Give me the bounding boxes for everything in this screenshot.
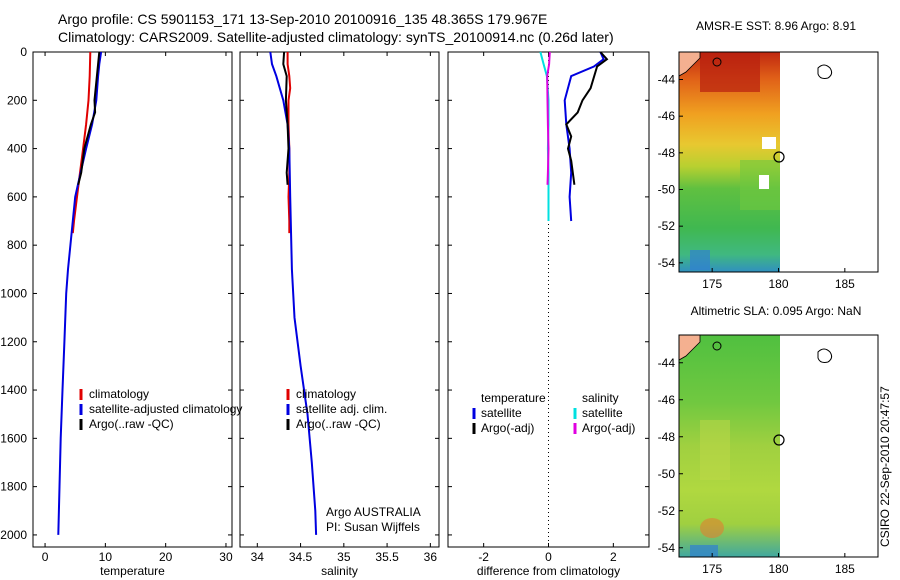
island-outline-sla — [712, 341, 722, 351]
sst_map-ytick-label: -50 — [658, 183, 676, 197]
sst_map-xtick-label: 185 — [835, 277, 855, 291]
sla_map-xtick-label: 175 — [702, 562, 722, 576]
sst-blue-patch — [690, 250, 710, 270]
depth-tick-label: 600 — [7, 190, 27, 204]
temperature-xtick-label: 30 — [219, 550, 233, 564]
temperature-xtick-label: 10 — [99, 550, 113, 564]
depth-tick-label: 1000 — [0, 286, 27, 300]
difference-xlabel: difference from climatology — [477, 564, 620, 578]
depth-tick-label: 2000 — [0, 528, 27, 542]
depth-tick-label: 1800 — [0, 480, 27, 494]
difference-legend-left-label: satellite — [481, 406, 522, 420]
header-line-1: Argo profile: CS 5901153_171 13-Sep-2010… — [58, 11, 547, 27]
sst_map-ytick-label: -44 — [658, 73, 676, 87]
difference-legend-left-label: temperature — [481, 391, 546, 405]
salinity-xtick-label: 35 — [337, 550, 351, 564]
sla_map-xtick-label: 180 — [768, 562, 788, 576]
depth-tick-label: 1200 — [0, 335, 27, 349]
depth-tick-label: 200 — [7, 93, 27, 107]
difference-legend-right-label: Argo(-adj) — [582, 421, 635, 435]
sst_map-xtick-label: 175 — [702, 277, 722, 291]
temperature-xtick-label: 0 — [42, 550, 49, 564]
float-position-marker — [773, 151, 785, 163]
island-outline — [712, 57, 722, 67]
difference-legend-right-label: salinity — [582, 391, 619, 405]
side-credit-label: CSIRO 22-Sep-2010 20:47:57 — [878, 386, 892, 547]
sla-high-patch — [700, 420, 730, 480]
difference-xtick-label: 0 — [545, 550, 552, 564]
salinity-legend-label: Argo(..raw -QC) — [296, 417, 381, 431]
sla-map-panel: Altimetric SLA: 0.095 Argo: NaN 175 180 18… — [658, 304, 879, 576]
salinity-legend-label: climatology — [296, 387, 356, 401]
difference-legend-left-label: Argo(-adj) — [481, 421, 534, 435]
temperature-legend-label: Argo(..raw -QC) — [89, 417, 174, 431]
sst-missing-data-1 — [762, 137, 776, 149]
difference-xtick-label: -2 — [478, 550, 489, 564]
salinity-xtick-label: 34.5 — [289, 550, 313, 564]
depth-tick-label: 800 — [7, 238, 27, 252]
float-position-marker-sla — [773, 434, 785, 446]
depth-tick-label: 400 — [7, 142, 27, 156]
temperature-legend-label: climatology — [89, 387, 149, 401]
salinity-xlabel: salinity — [321, 564, 358, 578]
chatham-island-outline-sla — [817, 348, 833, 363]
argo-program-annotation: Argo AUSTRALIA — [326, 505, 421, 519]
salinity-legend-label: satellite adj. clim. — [296, 402, 387, 416]
sla-hot-spot — [700, 518, 724, 538]
depth-tick-label: 1400 — [0, 383, 27, 397]
header-line-2: Climatology: CARS2009. Satellite-adjuste… — [58, 29, 614, 45]
argo-program-annotation: PI: Susan Wijffels — [326, 520, 420, 534]
difference-series-temperature-argo-adj- — [565, 51, 609, 185]
temperature-series-argo-raw-qc- — [77, 51, 101, 186]
temperature-series-satellite-adjusted-climatology — [57, 51, 103, 535]
depth-tick-label: 1600 — [0, 431, 27, 445]
difference-series-salinity-argo-adj- — [546, 51, 551, 185]
sla_map-ytick-label: -52 — [658, 504, 676, 518]
sla_map-ytick-label: -54 — [658, 541, 676, 555]
sla_map-ytick-label: -48 — [658, 430, 676, 444]
sst_map-ytick-label: -46 — [658, 109, 676, 123]
sst_map-ytick-label: -52 — [658, 219, 676, 233]
sst-map-title: AMSR-E SST: 8.96 Argo: 8.91 — [696, 19, 856, 33]
chatham-island-outline — [817, 64, 833, 79]
sla-blue-patch — [690, 545, 718, 557]
sst_map-xtick-label: 180 — [768, 277, 788, 291]
salinity-xtick-label: 35.5 — [375, 550, 399, 564]
sla_map-ytick-label: -50 — [658, 467, 676, 481]
difference-xtick-label: 2 — [610, 550, 617, 564]
sla-map-title: Altimetric SLA: 0.095 Argo: NaN — [691, 304, 862, 318]
sst-warm-patch — [700, 52, 760, 92]
salinity-series-satellite-adj-clim- — [269, 51, 318, 535]
sst-missing-data-2 — [759, 175, 769, 189]
difference-series-temperature-satellite — [563, 51, 605, 222]
sst_map-ytick-label: -48 — [658, 146, 676, 160]
salinity-series-argo-raw-qc- — [282, 51, 290, 185]
difference-legend-right-label: satellite — [582, 406, 623, 420]
sst-map-panel: AMSR-E SST: 8.96 Argo: 8.91 175 180 185 -44… — [658, 19, 879, 291]
temperature-xlabel: temperature — [100, 564, 165, 578]
temperature-legend-label: satellite-adjusted climatology — [89, 402, 242, 416]
salinity-xtick-label: 36 — [424, 550, 438, 564]
salinity-panel: 34 34.5 35 35.5 36 salinity climatologysatelli… — [239, 51, 440, 578]
sla_map-ytick-label: -46 — [658, 393, 676, 407]
sla_map-ytick-label: -44 — [658, 356, 676, 370]
sst_map-ytick-label: -54 — [658, 256, 676, 270]
temperature-series-climatology — [71, 51, 92, 234]
temperature-axes-frame — [32, 51, 233, 548]
salinity-xtick-label: 34 — [251, 550, 265, 564]
salinity-axes-frame — [239, 51, 440, 548]
depth-tick-label: 0 — [20, 45, 27, 59]
temperature-xtick-label: 20 — [159, 550, 173, 564]
sla_map-xtick-label: 185 — [835, 562, 855, 576]
temperature-panel: 0 10 20 30 0 200 400 600 800 1000 1200 1400 1600 1800… — [0, 45, 242, 578]
